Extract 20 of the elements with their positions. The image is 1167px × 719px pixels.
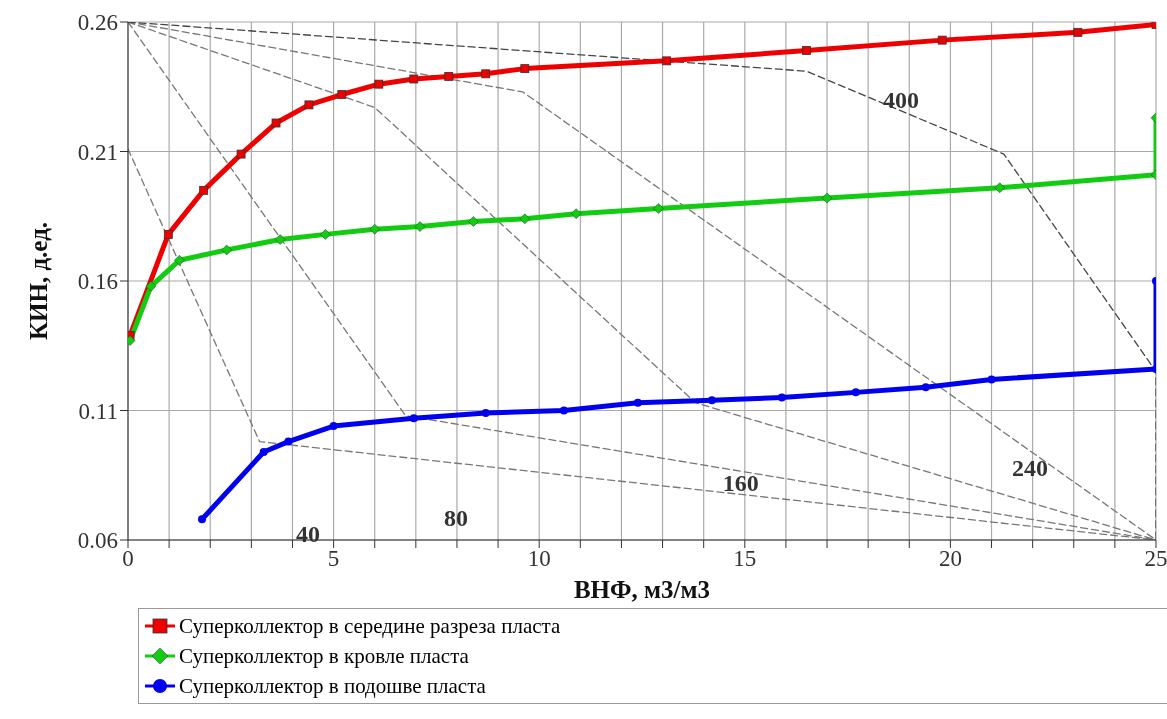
y-tick-label: 0.26 xyxy=(77,10,118,36)
x-tick-label: 0 xyxy=(122,546,134,572)
x-tick-label: 20 xyxy=(938,546,962,572)
legend-label: Суперколлектор в кровле пласта xyxy=(179,643,469,669)
x-tick-label: 5 xyxy=(327,546,340,572)
annotation: 240 xyxy=(1012,454,1048,481)
y-tick-label: 0.21 xyxy=(77,139,118,165)
y-tick-label: 0.11 xyxy=(78,398,118,424)
annotation: 400 xyxy=(883,87,920,114)
annotation: 160 xyxy=(722,470,759,497)
x-tick-label: 25 xyxy=(1144,546,1167,572)
y-tick-label: 0.16 xyxy=(77,269,118,295)
y-axis-title: КИН, д.ед. xyxy=(24,221,52,341)
legend-label: Суперколлектор в подошве пласта xyxy=(179,673,486,699)
legend-label: Суперколлектор в середине разреза пласта xyxy=(179,613,561,639)
x-tick-label: 10 xyxy=(527,546,551,572)
y-tick-label: 0.06 xyxy=(77,528,118,554)
annotation: 80 xyxy=(444,504,468,531)
x-tick-label: 15 xyxy=(733,546,757,572)
x-axis-title: ВНФ, м3/м3 xyxy=(573,576,711,603)
